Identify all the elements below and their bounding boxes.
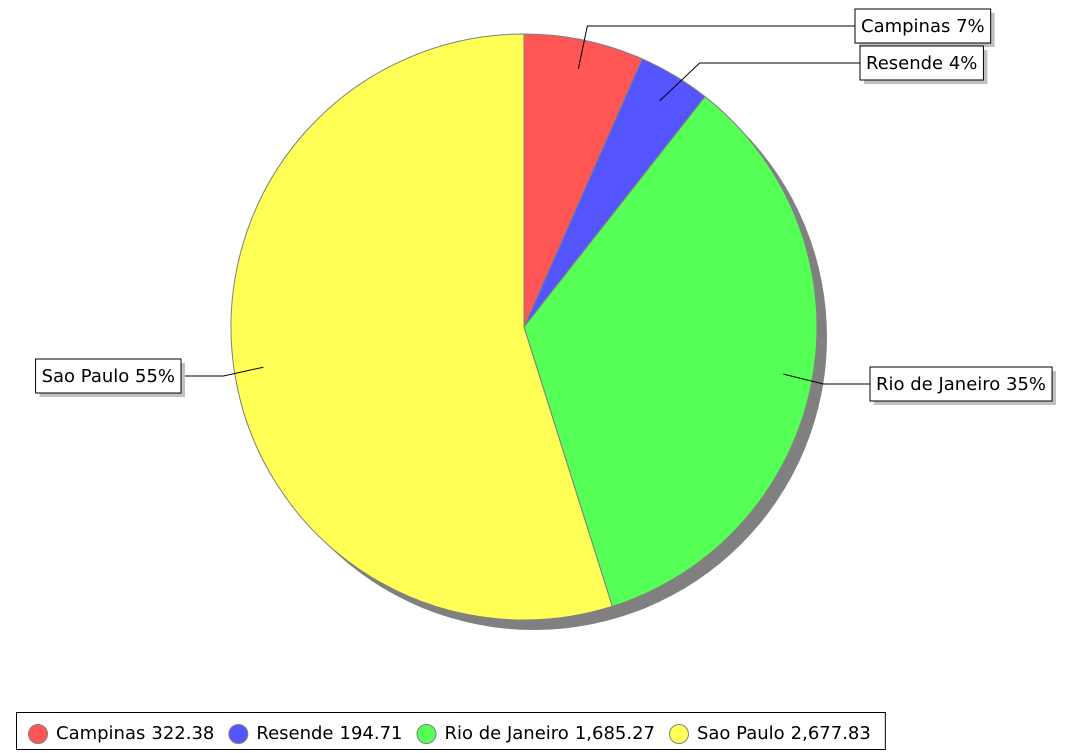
label-connector [181, 366, 264, 377]
pie-slice [523, 95, 818, 608]
label-box [869, 366, 1053, 402]
slice-label: Sao Paulo 55% [42, 366, 175, 387]
label-connector [577, 25, 855, 70]
legend-swatch [416, 724, 437, 744]
label-connector [659, 62, 860, 102]
label-connector [783, 373, 870, 385]
legend-label: Rio de Janeiro [445, 723, 569, 744]
legend-box [16, 712, 886, 750]
legend-swatch [668, 724, 689, 744]
legend-value: 194.71 [340, 723, 403, 744]
legend-swatch [228, 724, 249, 744]
legend-value: 1,685.27 [575, 723, 655, 744]
label-box [854, 8, 992, 44]
slice-label: Resende 4% [866, 53, 977, 74]
pie-slice [230, 33, 613, 621]
legend-swatch [28, 724, 48, 744]
slice-label: Campinas 7% [861, 16, 985, 37]
legend-label: Sao Paulo [697, 723, 785, 744]
label-box [35, 358, 182, 394]
legend-label: Resende [256, 723, 333, 744]
legend-label: Campinas [56, 723, 145, 744]
slice-label: Rio de Janeiro 35% [876, 374, 1046, 395]
legend-value: 2,677.83 [791, 723, 871, 744]
label-box [859, 45, 984, 81]
legend-value: 322.38 [151, 723, 214, 744]
